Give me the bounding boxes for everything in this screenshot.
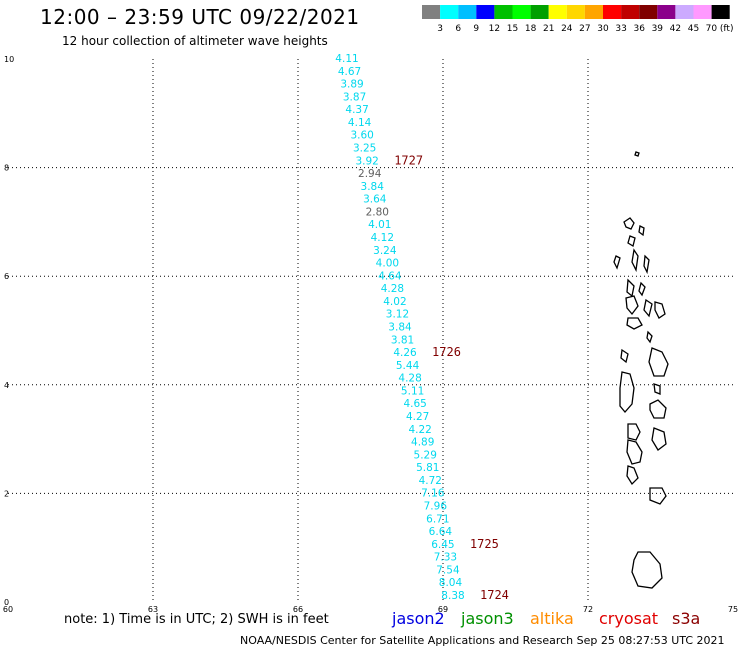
x-tick-label: 63 xyxy=(148,605,158,614)
x-tick-label: 75 xyxy=(728,605,738,614)
wave-height-value: 4.37 xyxy=(345,104,368,116)
wave-height-value: 8.38 xyxy=(441,590,464,602)
wave-height-value: 6.45 xyxy=(431,539,454,551)
x-tick-label: 69 xyxy=(438,605,448,614)
wave-height-value: 4.64 xyxy=(378,270,402,282)
wave-height-value: 3.84 xyxy=(388,322,412,334)
wave-height-value: 3.60 xyxy=(350,130,373,142)
island-outlines xyxy=(613,151,669,589)
island-outline xyxy=(620,348,629,364)
wave-height-value: 4.11 xyxy=(335,53,358,65)
wave-height-value: 6.71 xyxy=(426,513,449,525)
island-outline xyxy=(651,427,667,451)
wave-height-value: 4.02 xyxy=(383,296,406,308)
island-outline xyxy=(649,487,667,505)
wave-height-value: 2.94 xyxy=(358,168,382,180)
wave-height-value: 3.25 xyxy=(353,143,376,155)
island-outline xyxy=(638,225,645,237)
footnote: note: 1) Time is in UTC; 2) SWH is in fe… xyxy=(64,612,329,627)
legend-s3a: s3a xyxy=(672,609,701,628)
island-outline xyxy=(626,317,643,330)
pass-time-label: 1727 xyxy=(394,153,423,167)
map-title: 12:00 – 23:59 UTC 09/22/2021 xyxy=(40,5,360,29)
axis-ticks: 60 63 66 69 72 75 0 2 4 6 8 10 xyxy=(3,55,738,614)
island-outline xyxy=(626,439,643,465)
legend-jason2: jason2 xyxy=(392,609,445,628)
island-outline xyxy=(623,217,635,230)
island-outline xyxy=(646,330,653,344)
wave-height-value: 3.84 xyxy=(361,181,385,193)
island-outline xyxy=(638,281,646,297)
pass-time-labels: 1727 1726 1725 1724 xyxy=(394,153,509,602)
x-tick-label: 66 xyxy=(293,605,303,614)
wave-height-value: 4.14 xyxy=(348,117,372,129)
island-outline xyxy=(634,151,640,157)
wave-height-value: 7.33 xyxy=(434,552,457,564)
wave-height-value: 4.28 xyxy=(398,373,421,385)
wave-height-value: 4.72 xyxy=(419,475,442,487)
y-tick-label: 8 xyxy=(4,164,9,173)
wave-height-value: 3.12 xyxy=(386,309,409,321)
wave-height-value: 5.11 xyxy=(401,385,424,397)
wave-height-value: 4.00 xyxy=(376,258,399,270)
x-tick-label: 60 xyxy=(3,605,13,614)
island-outline xyxy=(631,551,663,589)
wave-height-value: 4.12 xyxy=(371,232,394,244)
pass-time-label: 1724 xyxy=(480,588,509,602)
wave-height-value: 8.04 xyxy=(439,577,463,589)
wave-height-value: 3.92 xyxy=(355,155,378,167)
wave-height-value: 4.26 xyxy=(393,347,417,359)
wave-height-value: 4.67 xyxy=(338,66,361,78)
y-tick-label: 2 xyxy=(4,489,9,498)
pass-time-label: 1725 xyxy=(470,537,499,551)
legend-jason3: jason3 xyxy=(461,609,514,628)
island-outline xyxy=(613,255,621,270)
wave-height-value: 6.64 xyxy=(429,526,453,538)
wave-height-value: 4.27 xyxy=(406,411,429,423)
wave-height-value: 4.28 xyxy=(381,283,404,295)
island-outline xyxy=(643,254,650,275)
wave-height-value: 7.96 xyxy=(424,501,448,513)
wave-height-value: 7.54 xyxy=(436,564,460,576)
island-outline xyxy=(626,465,639,486)
island-outline xyxy=(643,298,653,318)
legend-cryosat: cryosat xyxy=(599,609,659,628)
island-outline xyxy=(627,235,636,248)
island-outline xyxy=(649,399,667,419)
wave-height-value: 4.89 xyxy=(411,437,434,449)
wave-height-value: 7.16 xyxy=(421,488,445,500)
island-outline xyxy=(631,248,639,273)
wave-height-value: 5.81 xyxy=(416,462,439,474)
island-outline xyxy=(625,295,639,316)
legend-altika: altika xyxy=(530,609,574,628)
y-tick-label: 4 xyxy=(4,381,9,390)
credit-line: NOAA/NESDIS Center for Satellite Applica… xyxy=(240,634,725,647)
pass-time-label: 1726 xyxy=(432,345,461,359)
y-tick-label: 6 xyxy=(4,272,9,281)
wave-height-value: 5.29 xyxy=(414,449,437,461)
wave-height-value: 3.64 xyxy=(363,194,387,206)
wave-height-value: 4.22 xyxy=(408,424,431,436)
wave-height-value: 2.80 xyxy=(366,206,389,218)
wave-height-value: 4.65 xyxy=(403,398,426,410)
altimeter-track: 4.114.673.893.874.374.143.603.253.922.94… xyxy=(335,53,464,602)
island-outline xyxy=(619,371,635,414)
wave-height-value: 4.01 xyxy=(368,219,391,231)
grid-lines xyxy=(8,59,733,602)
island-outline xyxy=(654,301,666,319)
island-outline xyxy=(626,278,635,298)
wave-height-value: 3.87 xyxy=(343,91,366,103)
y-tick-label: 0 xyxy=(4,598,9,607)
island-outline xyxy=(653,383,661,395)
y-tick-label: 10 xyxy=(4,55,14,64)
island-outline xyxy=(648,347,669,377)
wave-height-value: 3.89 xyxy=(340,79,363,91)
wave-height-value: 5.44 xyxy=(396,360,420,372)
map-subtitle: 12 hour collection of altimeter wave hei… xyxy=(62,34,328,48)
x-tick-label: 72 xyxy=(583,605,593,614)
wave-height-value: 3.24 xyxy=(373,245,397,257)
wave-height-value: 3.81 xyxy=(391,334,414,346)
island-outline xyxy=(627,423,641,441)
